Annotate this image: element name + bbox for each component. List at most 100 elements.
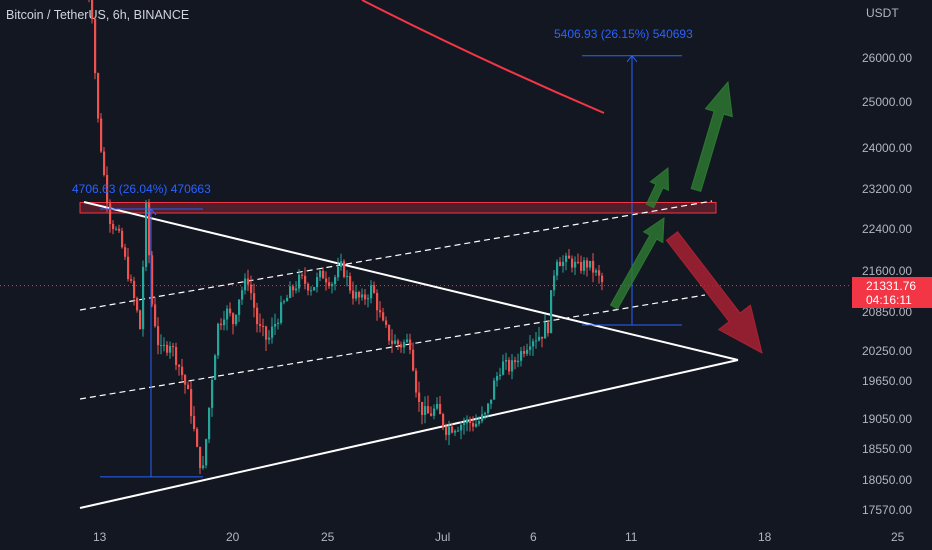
candle [340,253,343,271]
candle-body [481,414,484,422]
candle-body [586,260,589,268]
candle [571,255,574,273]
candle [433,404,436,420]
candle [535,331,538,349]
candle [100,112,103,153]
candle-body [508,359,511,372]
candle-body [400,344,403,348]
candle [319,269,322,282]
candle [382,307,385,322]
candle [418,381,421,412]
candle [580,255,583,274]
candle-body [517,360,520,363]
candle [325,271,328,291]
candle-body [331,284,334,287]
candle [523,345,526,358]
candle [358,290,361,305]
candle [469,416,472,432]
y-tick-label: 19050.00 [862,412,912,426]
candle-body [214,355,217,380]
candle [124,243,127,261]
candle [505,352,508,370]
candle-body [340,261,343,267]
candle [187,381,190,390]
candle-body [163,344,166,346]
candle-body [91,0,94,19]
candle-body [451,426,454,433]
candle [487,402,490,418]
candle [415,367,418,398]
y-tick-label: 21600.00 [862,264,912,278]
candle-body [424,406,427,415]
candle-body [373,285,376,293]
candle-body [352,290,355,299]
candle-body [310,290,313,292]
candle [211,377,214,417]
candle-body [172,346,175,348]
candle-body [499,374,502,377]
candle-body [109,203,112,224]
candle [352,281,355,305]
candle [175,342,178,371]
candle-body [175,346,178,365]
candle-body [601,275,604,283]
candle [193,406,196,432]
candle-body [277,322,280,324]
candle [397,338,400,350]
x-tick-label: 25 [891,530,905,544]
candle-body [343,261,346,277]
candle-body [367,298,370,300]
candle [349,272,352,294]
candle [589,260,592,271]
y-tick-label: 18550.00 [862,442,912,456]
candle-body [124,247,127,257]
candle-layer [88,0,604,475]
candle-body [244,278,247,291]
candle-body [409,339,412,350]
candle-body [538,336,541,341]
candle-body [415,370,418,393]
candle-body [121,230,124,248]
candle-body [250,284,253,294]
candle [400,341,403,353]
candle [214,353,217,380]
candle [94,16,97,80]
candle-body [151,255,154,305]
candle [235,314,238,327]
candle [247,269,250,292]
candle-body [238,299,241,315]
candle [232,312,235,335]
candle [307,282,310,296]
candle [115,226,118,231]
candle-body [535,340,538,342]
y-tick-label: 22400.00 [862,222,912,236]
candle-body [559,261,562,267]
candle-body [358,292,361,298]
y-tick-label: 23200.00 [862,182,912,196]
candle [283,299,286,305]
x-tick-label: 18 [758,530,772,544]
candle [244,273,247,295]
candle [271,317,274,344]
x-tick-label: 11 [625,530,638,544]
candle [136,296,139,313]
candle-body [280,302,283,323]
candle [598,265,601,284]
candle [298,268,301,293]
candle-body [205,439,208,466]
resistance-zone [79,202,717,214]
candle [343,259,346,279]
candle-body [286,297,289,302]
candle [577,253,580,265]
candle-body [94,18,97,74]
candle [160,334,163,355]
axis-layer: USDT 26000.00 25000.00 24000.00 23200.00 224… [93,6,912,544]
candle-body [178,364,181,367]
candle-body [553,275,556,291]
candle [166,341,169,356]
candle [157,317,160,355]
candle-body [316,277,319,288]
candle-body [397,340,400,345]
candle [595,268,598,277]
